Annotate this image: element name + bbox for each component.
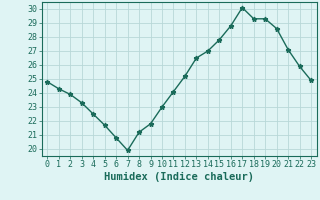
X-axis label: Humidex (Indice chaleur): Humidex (Indice chaleur) — [104, 172, 254, 182]
